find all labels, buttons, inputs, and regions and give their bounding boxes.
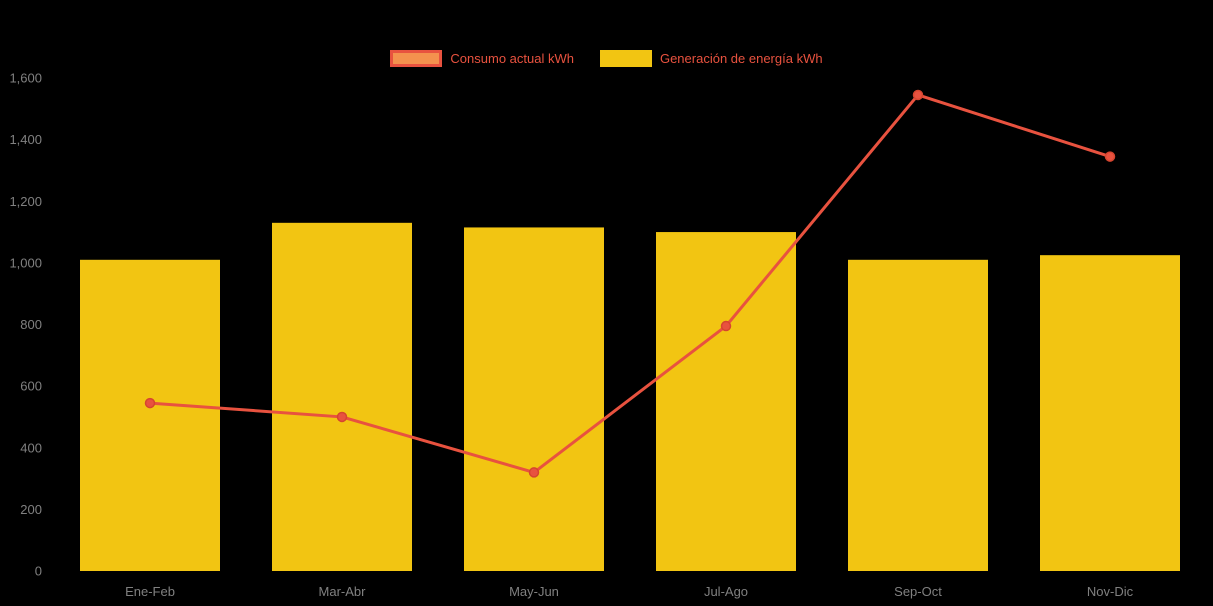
y-tick-label: 600: [20, 379, 42, 394]
line-point-consumo[interactable]: [720, 320, 732, 332]
x-tick-label: May-Jun: [509, 584, 559, 599]
bar-generacion[interactable]: [80, 259, 220, 571]
chart-legend: Consumo actual kWh Generación de energía…: [0, 50, 1213, 67]
y-tick-label: 800: [20, 317, 42, 332]
line-point-consumo[interactable]: [144, 397, 156, 409]
bar-generacion[interactable]: [464, 227, 604, 572]
bar-generacion[interactable]: [656, 232, 796, 571]
x-tick-label: Ene-Feb: [125, 584, 175, 599]
line-point-consumo[interactable]: [912, 89, 924, 101]
y-tick-label: 1,000: [9, 255, 42, 270]
legend-item-consumo-actual[interactable]: Consumo actual kWh: [390, 50, 574, 67]
legend-label-generacion: Generación de energía kWh: [659, 51, 823, 66]
legend-item-generacion-energia[interactable]: Generación de energía kWh: [599, 50, 823, 67]
y-tick-label: 200: [20, 502, 42, 517]
line-point-consumo[interactable]: [336, 411, 348, 423]
line-consumo: [148, 93, 1112, 474]
x-tick-label: Nov-Dic: [1087, 584, 1134, 599]
bar-generacion[interactable]: [1040, 255, 1180, 571]
x-tick-label: Jul-Ago: [704, 584, 748, 599]
line-point-consumo[interactable]: [528, 467, 540, 478]
y-tick-label: 0: [35, 564, 42, 579]
bar-generacion[interactable]: [848, 259, 988, 571]
bar-generacion[interactable]: [272, 222, 412, 571]
y-tick-label: 1,200: [9, 194, 42, 209]
x-tick-label: Mar-Abr: [319, 584, 367, 599]
x-tick-label: Sep-Oct: [894, 584, 942, 599]
legend-label-consumo: Consumo actual kWh: [450, 51, 574, 66]
legend-swatch-consumo-icon: [390, 50, 443, 67]
line-point-consumo[interactable]: [1104, 151, 1116, 162]
y-tick-label: 1,600: [9, 71, 42, 86]
y-tick-label: 1,400: [9, 132, 42, 147]
legend-swatch-generacion-icon: [599, 50, 652, 67]
y-tick-label: 400: [20, 440, 42, 455]
